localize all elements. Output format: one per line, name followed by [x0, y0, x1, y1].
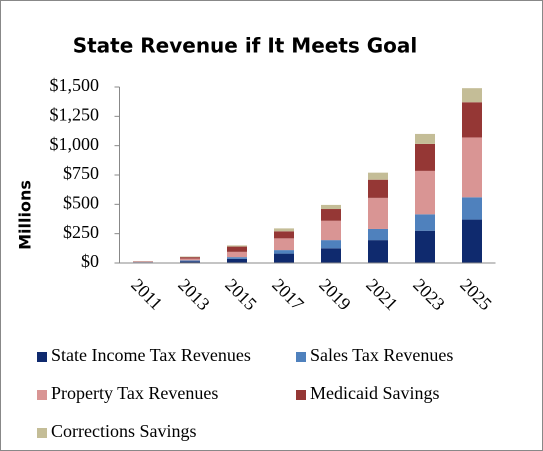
bar-segment	[180, 261, 200, 263]
chart-title: State Revenue if It Meets Goal	[73, 34, 418, 58]
bar-segment	[274, 253, 294, 263]
bar-segment	[274, 228, 294, 232]
bar-segment	[462, 137, 482, 198]
y-tick-label: $1,250	[50, 104, 100, 124]
bar-segment	[227, 245, 247, 247]
bar-segment	[227, 246, 247, 252]
bar-segment	[415, 230, 435, 263]
bar-segment	[368, 228, 388, 241]
legend-swatch	[296, 390, 306, 400]
bar-segment	[368, 240, 388, 263]
bar-segment	[321, 248, 341, 263]
bar-segment	[227, 258, 247, 263]
y-tick-label: $0	[81, 251, 99, 271]
bar-segment	[415, 214, 435, 231]
bar-segment	[462, 102, 482, 138]
bar-segment	[415, 133, 435, 144]
bar-segment	[462, 88, 482, 103]
bar-segment	[274, 238, 294, 251]
y-tick-label: $1,500	[50, 75, 100, 95]
bar-segment	[180, 258, 200, 261]
legend-swatch	[37, 428, 47, 438]
bar-segment	[274, 250, 294, 254]
legend-label: State Income Tax Revenues	[51, 345, 251, 365]
bar-segment	[180, 256, 200, 258]
y-tick-label: $1,000	[50, 134, 100, 154]
y-tick-label: $500	[63, 192, 99, 212]
legend-swatch	[37, 390, 47, 400]
legend-label: Medicaid Savings	[310, 383, 439, 403]
bar-segment	[415, 143, 435, 171]
legend-swatch	[37, 352, 47, 362]
bar-segment	[368, 179, 388, 198]
bar-segment	[415, 170, 435, 215]
legend-label: Property Tax Revenues	[51, 383, 218, 403]
bar-segment	[227, 251, 247, 258]
bar-segment	[180, 260, 200, 262]
bar-segment	[462, 197, 482, 220]
bar-segment	[368, 172, 388, 180]
bar-segment	[321, 204, 341, 210]
legend-swatch	[296, 352, 306, 362]
bar-segment	[368, 197, 388, 229]
y-tick-label: $750	[63, 163, 99, 183]
y-axis-label: Millions	[16, 180, 35, 250]
bar-segment	[180, 257, 200, 259]
legend-label: Corrections Savings	[51, 421, 197, 441]
bar-segment	[321, 220, 341, 241]
bar-segment	[462, 219, 482, 263]
bar-segment	[227, 257, 247, 259]
bar-segment	[321, 209, 341, 221]
bar-segment	[274, 231, 294, 239]
legend-label: Sales Tax Revenues	[310, 345, 453, 365]
y-tick-label: $250	[63, 222, 99, 242]
bar-segment	[321, 240, 341, 249]
